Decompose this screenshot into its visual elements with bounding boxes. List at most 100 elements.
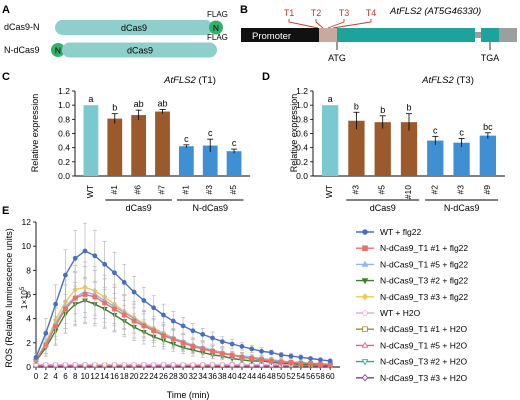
bar	[453, 142, 470, 176]
x-tick-label: 12	[90, 372, 99, 381]
chart-e-xlabel: Time (min)	[167, 390, 210, 400]
panel-e-chart: E ROS (Relative luminescence units) 1×10…	[2, 205, 468, 400]
data-point	[362, 310, 368, 316]
legend-label: N-dCas9_T3 #2 + H2O	[380, 357, 468, 367]
bar	[400, 122, 418, 176]
significance-letter: a	[328, 94, 333, 104]
data-point	[170, 362, 176, 367]
significance-letter: b	[112, 103, 117, 113]
panel-c-letter: C	[2, 71, 10, 83]
y-tick-label: 1.0	[58, 100, 70, 110]
data-point	[288, 353, 294, 359]
data-point	[102, 362, 108, 367]
x-tick-label: 24	[149, 372, 158, 381]
nls-marker-label: N	[213, 23, 219, 33]
panel-e-letter: E	[2, 205, 9, 217]
data-point	[63, 272, 68, 278]
data-point	[298, 354, 304, 360]
legend-label: N-dCas9_T1 #1 + H2O	[380, 324, 468, 334]
data-point	[239, 354, 245, 360]
significance-letter: b	[380, 105, 385, 115]
dcas9-body-label: dCas9	[127, 46, 153, 56]
gene-title-text: AtFLS2 (AT5G46330)	[389, 6, 481, 17]
series-n-dcas9-t1-1-flg22	[33, 266, 333, 367]
dcas9-body-label: dCas9	[121, 23, 147, 33]
chart-e-yunit-exp: 5	[20, 286, 26, 290]
data-point	[361, 374, 369, 382]
y-tick-label: 0.4	[296, 143, 308, 153]
x-tick-label: 36	[208, 372, 217, 381]
chart-c-ylabel: Relative expression	[30, 94, 40, 173]
nls-marker	[51, 43, 65, 57]
data-point	[161, 333, 166, 338]
data-point	[327, 358, 333, 364]
promoter-region	[241, 28, 319, 42]
legend-label: WT + flg22	[380, 227, 421, 237]
legend-label: N-dCas9_T3 #3 + flg22	[380, 292, 468, 302]
panel-c-chart: C AtFLS2 (T1) Relative expression 0.0 0.2…	[2, 71, 250, 213]
x-tick-label: 0	[34, 372, 39, 381]
target-line-t1	[288, 19, 319, 29]
data-point	[82, 248, 88, 254]
bar	[427, 140, 444, 176]
x-tick-label: 34	[198, 372, 207, 381]
x-tick-label: 16	[110, 372, 119, 381]
bar	[348, 120, 365, 176]
gene-title: AtFLS2 (AT5G46330)	[389, 6, 481, 17]
construct-label-n-dcas9: N-dCas9	[4, 45, 40, 55]
atg-label: ATG	[328, 53, 346, 63]
y-tick-label: 0.4	[58, 143, 70, 153]
chart-c-title-gene: AtFLS2	[163, 75, 196, 86]
y-tick-label: 0.2	[296, 157, 308, 167]
y-tick-label: 0.8	[58, 114, 70, 124]
x-tick-label: #2	[429, 185, 439, 195]
nls-marker	[209, 20, 223, 35]
data-point	[239, 344, 245, 349]
x-tick-label: 60	[326, 372, 335, 381]
x-tick-label: 8	[73, 372, 78, 381]
data-point	[53, 301, 59, 307]
data-point	[361, 293, 369, 301]
data-point	[92, 253, 98, 259]
chart-e-yunit: 1×105	[19, 286, 29, 309]
data-point	[102, 261, 108, 267]
data-point	[141, 298, 147, 303]
x-tick-label: 32	[188, 372, 197, 381]
data-point	[249, 346, 255, 352]
tga-label: TGA	[481, 53, 500, 63]
data-point	[151, 362, 157, 367]
y-tick-label: 1.0	[296, 100, 308, 110]
x-tick-label: #9	[482, 185, 492, 195]
significance-letter: c	[232, 138, 237, 148]
legend-entry: N-dCas9_T1 #5 + H2O	[356, 340, 468, 350]
data-point	[229, 341, 235, 347]
legend-entry: N-dCas9_T3 #3 + H2O	[356, 373, 468, 383]
x-tick-label: 58	[316, 372, 325, 381]
bar	[83, 105, 99, 176]
data-point	[229, 362, 235, 367]
data-point	[200, 346, 206, 352]
chart-d-title: AtFLS2 (T3)	[421, 75, 474, 86]
data-point	[210, 348, 215, 354]
x-tick-label: #5	[377, 185, 387, 195]
panel-a: A dCas9-N dCas9 N FLAG N-dCas9 N dCas9 F…	[2, 4, 228, 58]
x-tick-label: #5	[228, 185, 238, 195]
chart-c-title-suffix: (T1)	[196, 75, 216, 86]
y-tick-label: 0.6	[58, 129, 70, 139]
data-point	[112, 306, 117, 312]
x-tick-label: 10	[81, 372, 90, 381]
y-tick-label: 10	[22, 241, 32, 251]
data-point	[180, 323, 186, 329]
x-tick-label: 38	[218, 372, 227, 381]
target-label-t3: T3	[339, 8, 350, 18]
y-tick-label: 0	[26, 362, 31, 372]
data-point	[180, 340, 186, 346]
data-point	[121, 312, 127, 318]
data-point	[239, 362, 245, 367]
construct-label-dcas9-n: dCas9-N	[4, 22, 40, 32]
data-point	[362, 229, 368, 235]
x-tick-label: 2	[44, 372, 49, 381]
data-point	[161, 312, 166, 318]
data-point	[151, 305, 157, 311]
